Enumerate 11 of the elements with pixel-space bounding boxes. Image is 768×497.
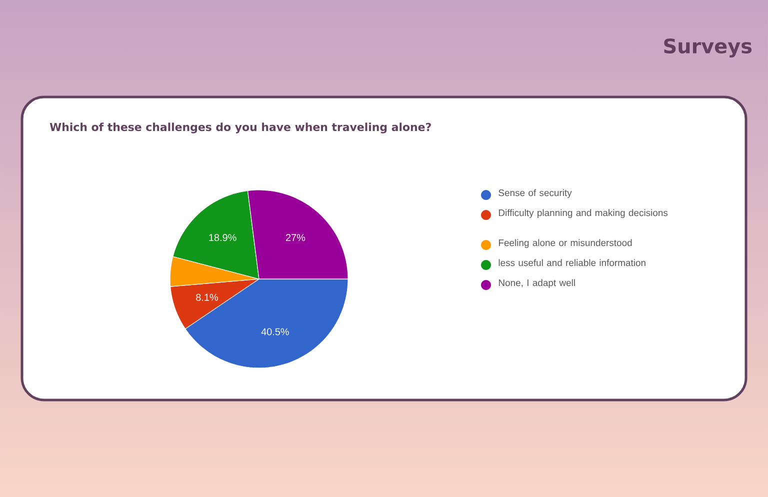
legend-label: Feeling alone or misunderstood — [498, 239, 632, 248]
legend-label: None, I adapt well — [498, 279, 575, 288]
data-label: 40.5% — [261, 328, 289, 336]
legend-label: Difficulty planning and making decisions — [498, 209, 668, 218]
data-label: 8.1% — [196, 294, 218, 301]
data-label: 27% — [286, 234, 306, 242]
chart-subtitle: Which of these challenges do you have when traveling alone? — [50, 122, 431, 134]
text: Surveys — [664, 38, 752, 58]
legend-label: less useful and reliable information — [498, 259, 646, 266]
legend-label: Sense of security — [498, 189, 572, 198]
data-label: 18.9% — [209, 234, 236, 242]
